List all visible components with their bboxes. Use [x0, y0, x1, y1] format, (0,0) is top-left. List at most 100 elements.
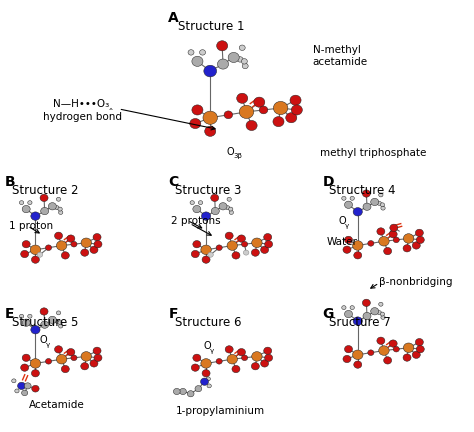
Circle shape — [206, 377, 210, 381]
Circle shape — [56, 354, 67, 364]
Text: γ: γ — [210, 348, 214, 354]
Circle shape — [254, 97, 265, 107]
Text: Structure 1: Structure 1 — [178, 20, 244, 33]
Circle shape — [228, 207, 233, 211]
Circle shape — [15, 389, 19, 393]
Circle shape — [241, 355, 247, 361]
Circle shape — [200, 50, 206, 55]
Circle shape — [227, 197, 231, 201]
Circle shape — [377, 228, 385, 235]
Circle shape — [90, 360, 98, 367]
Circle shape — [353, 241, 363, 250]
Circle shape — [191, 364, 199, 371]
Circle shape — [379, 236, 389, 246]
Circle shape — [81, 238, 91, 248]
Circle shape — [342, 196, 346, 200]
Circle shape — [31, 256, 39, 263]
Circle shape — [403, 354, 411, 361]
Text: Structure 4: Structure 4 — [329, 184, 396, 197]
Text: 1 proton: 1 proton — [9, 221, 54, 231]
Circle shape — [71, 241, 77, 247]
Circle shape — [190, 118, 201, 129]
Circle shape — [416, 236, 424, 244]
Text: N-methyl
acetamide: N-methyl acetamide — [313, 45, 368, 67]
Circle shape — [241, 241, 247, 247]
Circle shape — [241, 59, 247, 64]
Circle shape — [286, 113, 297, 123]
Circle shape — [237, 57, 243, 62]
Circle shape — [56, 241, 67, 251]
Circle shape — [48, 316, 56, 324]
Circle shape — [380, 203, 384, 207]
Circle shape — [192, 56, 203, 67]
Circle shape — [264, 347, 272, 354]
Circle shape — [31, 212, 40, 220]
Text: D: D — [322, 175, 334, 189]
Circle shape — [210, 194, 219, 201]
Circle shape — [19, 200, 24, 205]
Circle shape — [379, 346, 389, 356]
Circle shape — [22, 241, 30, 248]
Circle shape — [55, 346, 63, 353]
Circle shape — [273, 117, 284, 127]
Circle shape — [371, 308, 379, 315]
Circle shape — [180, 388, 186, 394]
Circle shape — [201, 359, 211, 368]
Circle shape — [261, 360, 269, 367]
Circle shape — [211, 207, 219, 215]
Circle shape — [345, 346, 353, 353]
Circle shape — [354, 252, 362, 259]
Circle shape — [229, 210, 234, 214]
Text: O: O — [227, 147, 234, 157]
Circle shape — [22, 206, 30, 213]
Text: N—H•••O₃‸
hydrogen bond: N—H•••O₃‸ hydrogen bond — [44, 99, 122, 122]
Circle shape — [205, 126, 216, 137]
Circle shape — [379, 302, 383, 306]
Circle shape — [383, 357, 392, 364]
Circle shape — [345, 311, 353, 318]
Circle shape — [243, 250, 249, 255]
Circle shape — [37, 252, 43, 257]
Circle shape — [239, 105, 254, 118]
Circle shape — [377, 337, 385, 344]
Circle shape — [27, 314, 32, 318]
Circle shape — [188, 50, 194, 55]
Circle shape — [201, 245, 211, 254]
Circle shape — [22, 319, 30, 326]
Circle shape — [61, 365, 69, 373]
Circle shape — [264, 354, 273, 362]
Circle shape — [59, 324, 63, 328]
Circle shape — [389, 340, 397, 347]
Circle shape — [94, 354, 102, 362]
Circle shape — [190, 200, 194, 205]
Circle shape — [412, 242, 420, 249]
Circle shape — [290, 95, 301, 105]
Circle shape — [58, 207, 62, 211]
Circle shape — [81, 352, 91, 361]
Circle shape — [371, 198, 379, 206]
Circle shape — [55, 319, 59, 323]
Circle shape — [237, 349, 246, 356]
Circle shape — [67, 235, 75, 242]
Circle shape — [19, 314, 24, 318]
Text: Sructure 7: Sructure 7 — [329, 316, 391, 329]
Circle shape — [40, 308, 48, 315]
Circle shape — [81, 362, 89, 370]
Text: 1-propylaminium: 1-propylaminium — [175, 406, 264, 416]
Circle shape — [412, 351, 420, 359]
Circle shape — [227, 354, 237, 364]
Circle shape — [187, 391, 194, 397]
Text: Structure 2: Structure 2 — [12, 184, 78, 197]
Circle shape — [59, 210, 63, 214]
Circle shape — [252, 352, 262, 361]
Circle shape — [415, 339, 423, 346]
Circle shape — [27, 200, 32, 205]
Text: G: G — [322, 307, 334, 321]
Circle shape — [264, 234, 272, 241]
Circle shape — [81, 249, 89, 256]
Circle shape — [191, 251, 199, 257]
Circle shape — [403, 343, 414, 353]
Circle shape — [368, 350, 374, 356]
Circle shape — [393, 237, 399, 243]
Circle shape — [403, 234, 414, 243]
